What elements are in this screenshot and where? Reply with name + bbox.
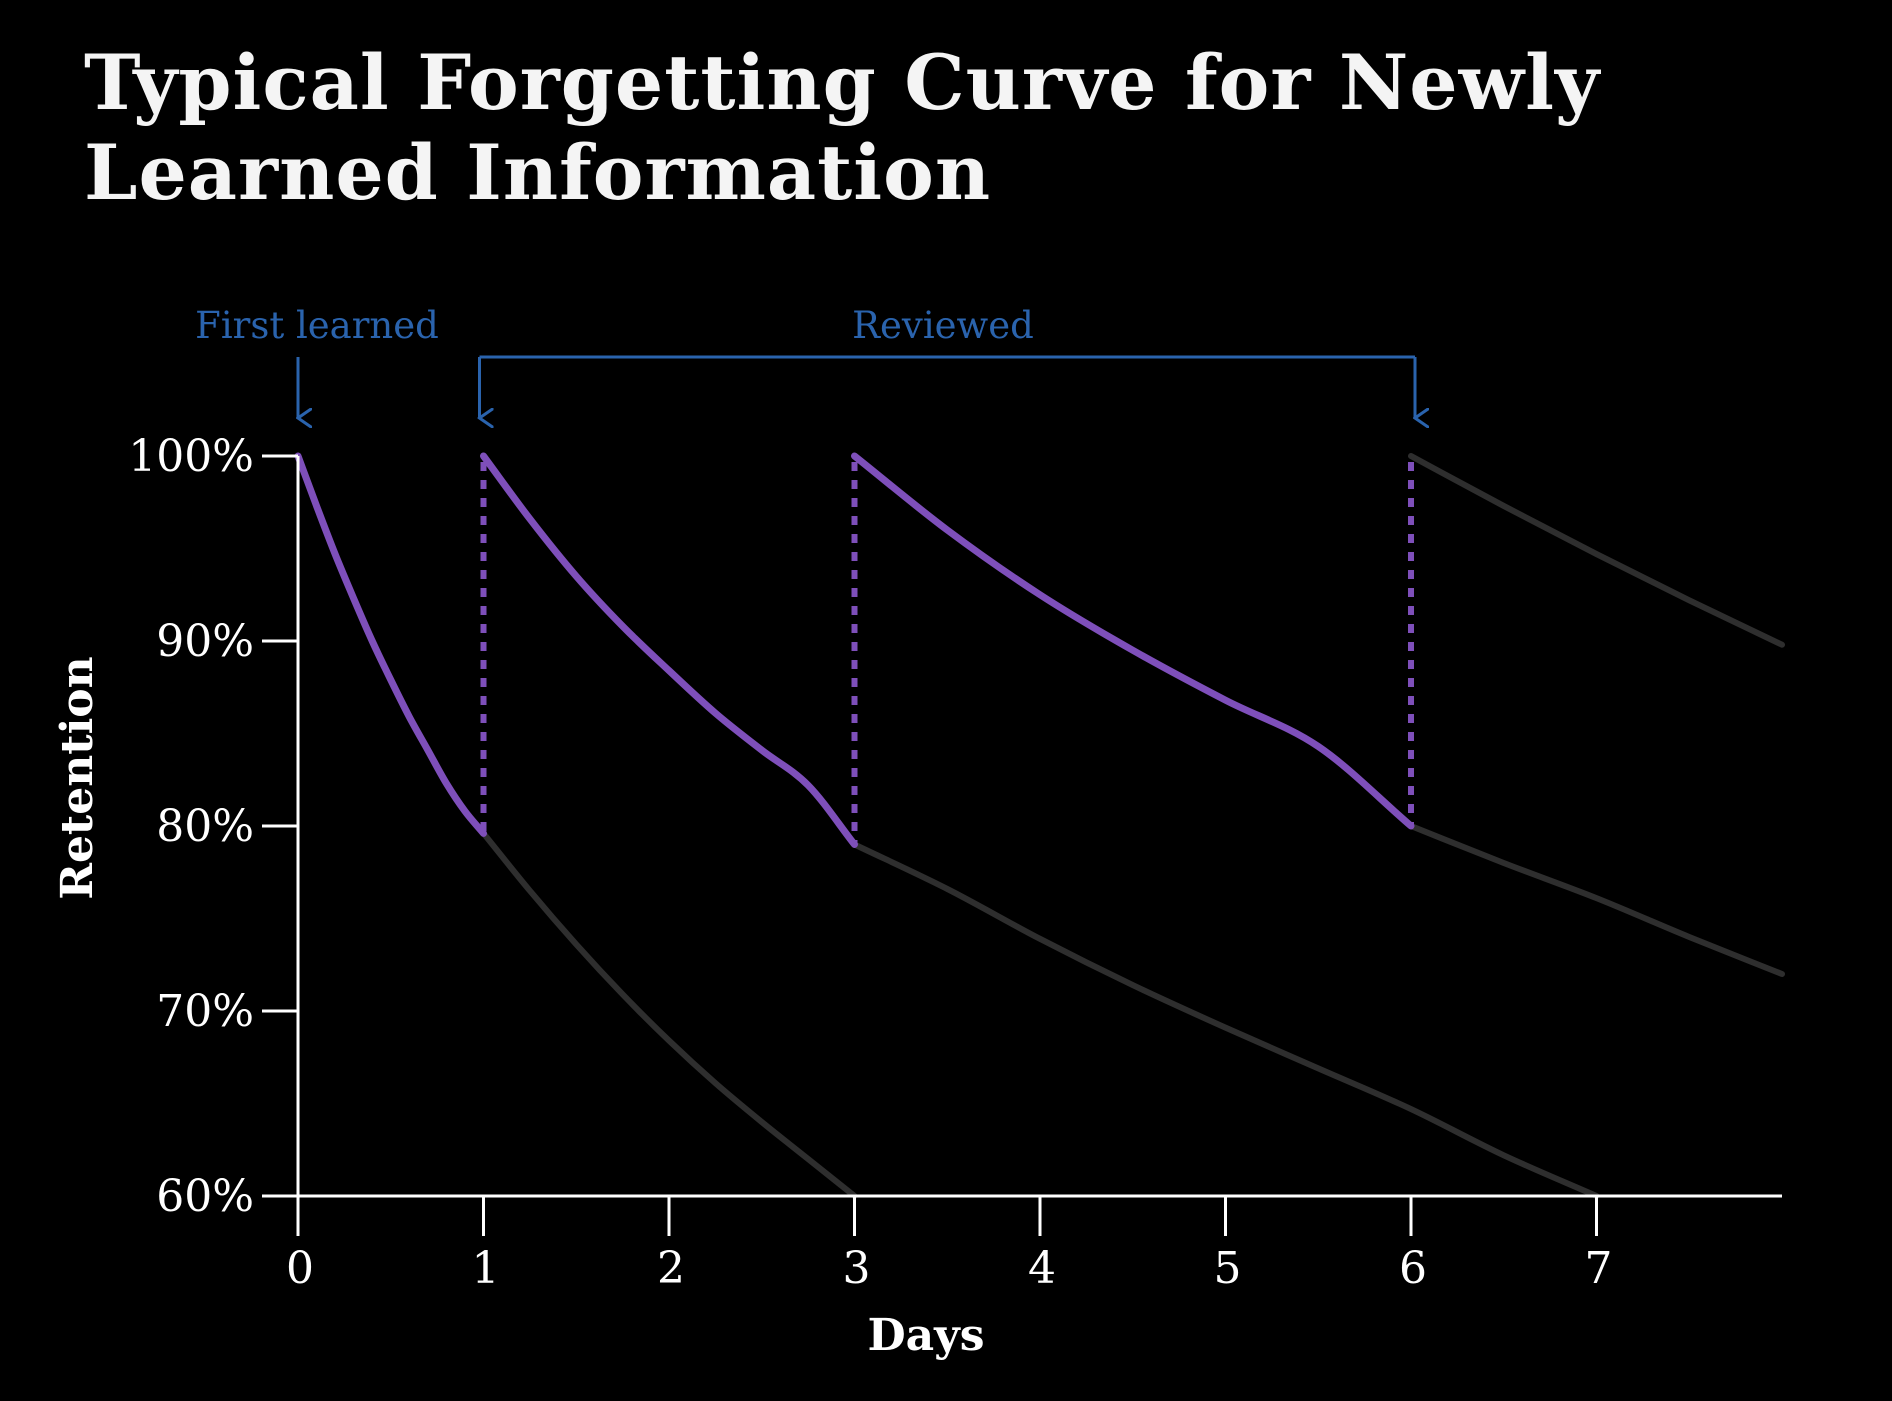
y-tick-label-80: 80%: [156, 801, 254, 852]
x-tick-label-2: 2: [657, 1243, 685, 1294]
y-tick-label-60: 60%: [156, 1171, 254, 1222]
axes-layer: 60% 70% 80% 90% 100% 0 1 2 3 4 5 6 7: [128, 431, 1782, 1294]
review-drops-layer: [480, 462, 1414, 845]
y-tick-label-70: 70%: [156, 986, 254, 1037]
unreviewed-curve-6: [1408, 453, 1785, 648]
x-tick-label-6: 6: [1399, 1243, 1427, 1294]
x-tick-label-7: 7: [1585, 1243, 1613, 1294]
reviewed-curve-0: [294, 452, 487, 837]
x-tick-label-1: 1: [472, 1243, 500, 1294]
x-tick-label-0: 0: [286, 1243, 314, 1294]
unreviewed-curve-5: [1408, 823, 1785, 977]
reviewed-curve-4: [851, 452, 1415, 830]
y-tick-label-90: 90%: [156, 616, 254, 667]
first-learned-label: First learned: [195, 304, 439, 347]
reviewed-label: Reviewed: [852, 304, 1034, 347]
x-tick-label-4: 4: [1028, 1243, 1056, 1294]
x-tick-label-3: 3: [843, 1243, 871, 1294]
y-axis-title: Retention: [52, 656, 103, 899]
unreviewed-curve-3: [851, 841, 1600, 1199]
y-tick-label-100: 100%: [128, 431, 254, 482]
annotations-layer: First learned Reviewed: [195, 304, 1415, 418]
x-axis-title: Days: [867, 1310, 984, 1361]
chart-title: Typical Forgetting Curve for Newly Learn…: [84, 38, 1601, 217]
x-tick-label-5: 5: [1214, 1243, 1242, 1294]
unreviewed-curve-1: [480, 830, 858, 1199]
curves-layer: [294, 452, 1785, 1199]
reviewed-curve-2: [480, 452, 858, 848]
